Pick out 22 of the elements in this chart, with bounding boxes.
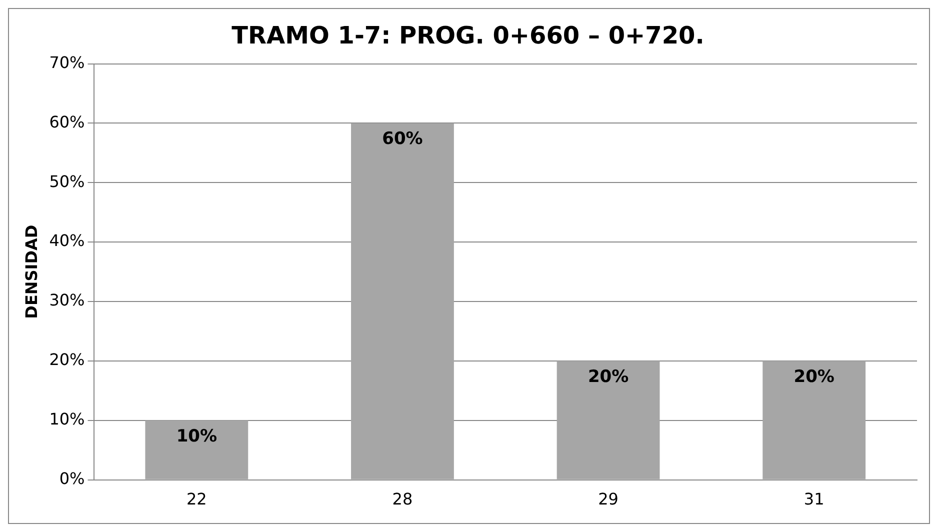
x-tick-label: 22: [186, 490, 207, 509]
y-tick-label: 0%: [59, 468, 85, 488]
data-label: 20%: [588, 366, 629, 387]
y-tick-label: 60%: [49, 112, 85, 132]
y-tick-label: 10%: [49, 410, 85, 429]
data-label: 20%: [794, 366, 834, 387]
x-tick-label: 28: [392, 490, 413, 509]
data-label: 60%: [382, 129, 423, 150]
bar: [351, 123, 454, 480]
y-tick-label: 70%: [49, 52, 85, 72]
bar: [145, 420, 248, 480]
bar: [762, 360, 866, 480]
data-label: 10%: [176, 426, 218, 446]
y-tick-label: 30%: [49, 290, 85, 310]
x-tick-label: 31: [804, 490, 824, 509]
y-tick-label: 50%: [49, 172, 85, 191]
x-tick-label: 29: [598, 490, 618, 509]
y-tick-label: 40%: [49, 231, 85, 250]
y-axis-title: DENSIDAD: [22, 224, 41, 319]
y-tick-label: 20%: [49, 350, 85, 370]
chart-title: TRAMO 1-7: PROG. 0+660 – 0+720.: [232, 22, 704, 50]
bar: [556, 360, 660, 480]
